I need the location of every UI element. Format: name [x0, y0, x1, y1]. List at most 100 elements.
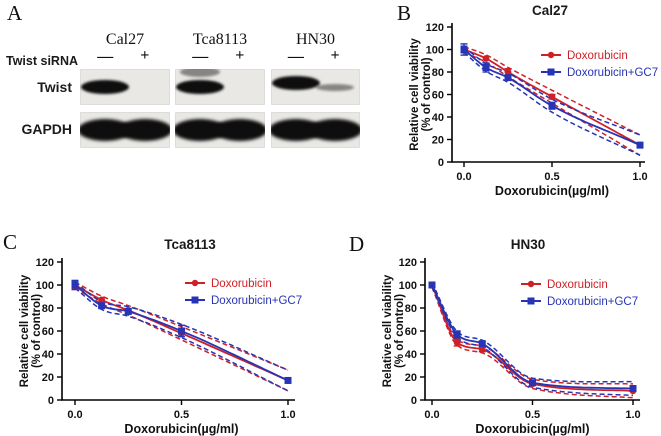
data-point-square	[98, 302, 106, 310]
sirna-minus-sign: —	[97, 48, 114, 65]
data-point-square	[629, 385, 637, 392]
twist-band	[176, 80, 225, 94]
y-tick-label: 60	[42, 326, 54, 338]
y-tick-label: 0	[48, 395, 54, 407]
sirna-plus-sign: +	[330, 47, 340, 64]
legend-label: Doxorubicin+GC7	[567, 67, 658, 79]
data-point-square	[482, 64, 490, 71]
y-tick-label: 100	[426, 45, 444, 57]
x-tick-label: 1.0	[625, 409, 640, 421]
data-point-square	[453, 330, 461, 338]
sirna-plus-sign: +	[140, 47, 150, 64]
chart-svg: Tca8113 0 20 40 60 80 100 120 0.0 0.5 1.0 Relative …	[19, 237, 302, 436]
y-tick-label: 20	[42, 372, 54, 384]
gapdh-band	[212, 119, 265, 141]
legend-marker-square	[547, 68, 555, 76]
data-point-square	[529, 379, 536, 387]
y-tick-label: 0	[438, 157, 444, 169]
x-tick-label: 0.0	[424, 409, 439, 421]
y-tick-label: 120	[399, 257, 417, 269]
gapdh-row-label: GAPDH	[21, 121, 72, 137]
data-point-square	[428, 281, 436, 289]
data-point-circle	[548, 93, 556, 101]
y-tick-label: 80	[432, 67, 444, 79]
twist-band	[316, 83, 355, 91]
gapdh-blot-box	[175, 112, 265, 148]
y-tick-label: 20	[432, 135, 444, 147]
data-point-circle	[478, 346, 486, 353]
cell-line-name: HN30	[295, 31, 336, 48]
sirna-minus-sign: —	[287, 48, 304, 65]
data-point-circle	[453, 339, 461, 346]
confidence-band-lower	[74, 287, 289, 392]
y-tick-label: 100	[36, 280, 54, 292]
gapdh-band	[80, 119, 133, 141]
panel-label-d: D	[349, 232, 365, 256]
gapdh-band	[175, 119, 228, 141]
data-point-circle	[504, 68, 512, 76]
western-blot-panel: Twist siRNA Twist GAPDH Cal27— + Tca8113— +…	[0, 0, 370, 170]
twist-blot-box	[80, 69, 170, 105]
confidence-band-lower	[463, 51, 641, 156]
gapdh-blot-box	[271, 112, 360, 148]
y-tick-label: 80	[405, 303, 417, 315]
data-point-square	[71, 281, 79, 289]
y-axis-label: Relative cell viability(% of control)	[19, 274, 43, 387]
chart-title: Tca8113	[164, 237, 216, 252]
data-point-square	[548, 102, 556, 110]
y-tick-label: 120	[426, 22, 444, 34]
data-point-circle	[482, 55, 490, 62]
x-tick-label: 1.0	[632, 171, 647, 183]
sirna-minus-sign: —	[192, 48, 209, 65]
confidence-band-upper	[463, 45, 641, 136]
confidence-band-upper	[431, 282, 633, 385]
chart-panel-tca8113: Tca8113 0 20 40 60 80 100 120 0.0 0.5 1.0 Relative …	[14, 234, 344, 436]
x-tick-label: 0.0	[456, 171, 471, 183]
chart-svg: HN30 0 20 40 60 80 100 120 0.0 0.5 1.0 Relative cel…	[382, 237, 641, 436]
data-point-square	[178, 327, 185, 335]
y-tick-label: 40	[432, 112, 444, 124]
confidence-band-upper	[463, 46, 641, 136]
confidence-band-lower	[431, 287, 634, 399]
twist-upper-band	[180, 69, 221, 77]
data-point-square	[504, 74, 512, 82]
legend-label: Doxorubicin	[211, 278, 272, 290]
twist-band	[271, 76, 320, 90]
twist-blot-box	[271, 69, 360, 105]
x-axis-label: Doxorubicin(µg/ml)	[475, 422, 589, 436]
legend-marker-square	[527, 297, 535, 305]
cell-line-name: Tca8113	[192, 31, 248, 48]
twist-sirna-label: Twist siRNA	[6, 54, 78, 68]
gapdh-band	[308, 119, 360, 141]
data-point-square	[478, 340, 486, 348]
legend-marker-circle	[547, 51, 555, 59]
legend-label: Doxorubicin	[567, 50, 628, 62]
y-tick-label: 60	[432, 90, 444, 102]
legend-marker-square	[191, 296, 199, 304]
y-tick-label: 40	[42, 349, 54, 361]
y-tick-label: 20	[405, 372, 417, 384]
data-point-square	[284, 376, 292, 384]
x-axis-label: Doxorubicin(µg/ml)	[495, 184, 609, 198]
legend-label: Doxorubicin+GC7	[211, 295, 302, 307]
chart-title: Cal27	[532, 3, 568, 18]
twist-band	[81, 80, 130, 94]
legend-marker-circle	[527, 280, 535, 288]
chart-panel-hn30: HN30 0 20 40 60 80 100 120 0.0 0.5 1.0 Relative cel…	[360, 234, 661, 436]
chart-svg: Cal27 0 20 40 60 80 100 120 0.0 0.5 1.0 Relative ce…	[409, 3, 658, 198]
confidence-band-lower	[431, 286, 634, 397]
y-axis-label: Relative cell viability(% of control)	[409, 38, 433, 151]
sirna-plus-sign: +	[235, 47, 245, 64]
y-tick-label: 80	[42, 303, 54, 315]
x-tick-label: 0.5	[544, 171, 559, 183]
x-tick-label: 0.0	[67, 409, 82, 421]
legend-label: Doxorubicin	[547, 279, 608, 291]
x-tick-label: 1.0	[280, 409, 295, 421]
y-axis-label: Relative cell viability(% of control)	[382, 274, 406, 387]
y-tick-label: 120	[36, 257, 54, 269]
panel-label-b: B	[397, 1, 412, 25]
y-tick-label: 0	[411, 395, 417, 407]
twist-row-label: Twist	[37, 79, 72, 95]
confidence-band-upper	[74, 281, 289, 371]
